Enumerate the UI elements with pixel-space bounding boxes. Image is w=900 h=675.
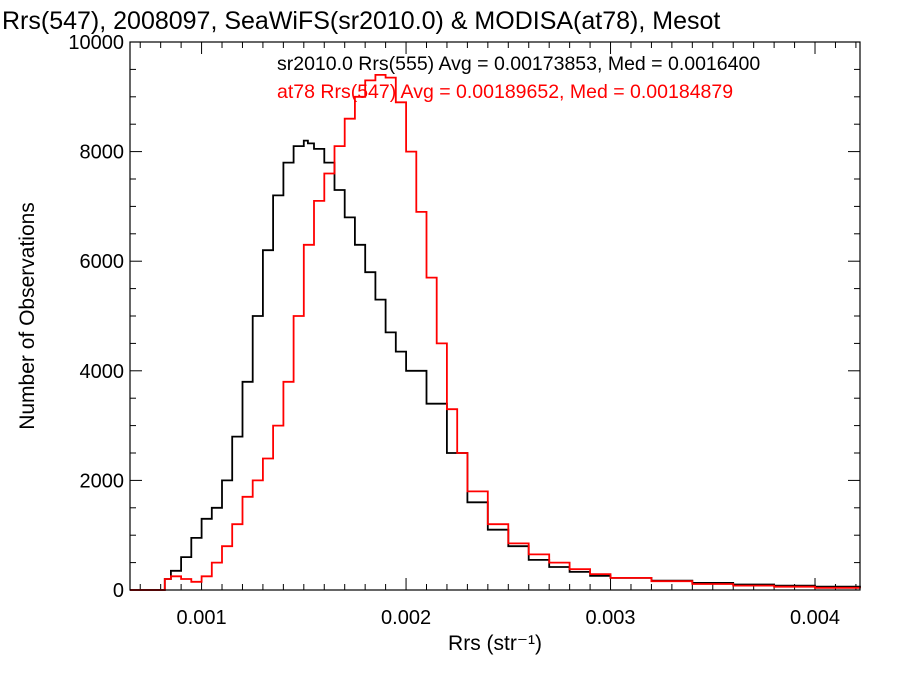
legend-entry-black: sr2010.0 Rrs(555) Avg = 0.00173853, Med … bbox=[277, 53, 760, 75]
y-tick-label: 0 bbox=[113, 580, 124, 602]
x-tick-label: 0.001 bbox=[177, 607, 227, 629]
x-tick-label: 0.002 bbox=[381, 607, 431, 629]
y-axis-label: Number of Observations bbox=[16, 202, 39, 430]
x-tick-label: 0.003 bbox=[586, 607, 636, 629]
y-tick-label: 2000 bbox=[80, 470, 125, 492]
series-line-at78 bbox=[130, 74, 861, 591]
y-tick-label: 10000 bbox=[68, 32, 124, 54]
plot-frame bbox=[129, 41, 861, 591]
chart-title: Rrs(547), 2008097, SeaWiFS(sr2010.0) & M… bbox=[2, 7, 720, 35]
series-line-sr2010 bbox=[130, 139, 861, 591]
y-tick-label: 4000 bbox=[80, 361, 125, 383]
y-tick-label: 8000 bbox=[80, 142, 125, 164]
x-tick-label: 0.004 bbox=[790, 607, 840, 629]
y-tick-label: 6000 bbox=[80, 251, 125, 273]
axis-ticks: 0 2000 4000 6000 8000 10000 0.001 0.002 0.003 0.0… bbox=[68, 32, 860, 629]
plot-series bbox=[130, 74, 861, 591]
x-axis-label: Rrs (str⁻¹) bbox=[448, 632, 542, 655]
legend-entry-red: at78 Rrs(547) Avg = 0.00189652, Med = 0.… bbox=[277, 81, 733, 103]
